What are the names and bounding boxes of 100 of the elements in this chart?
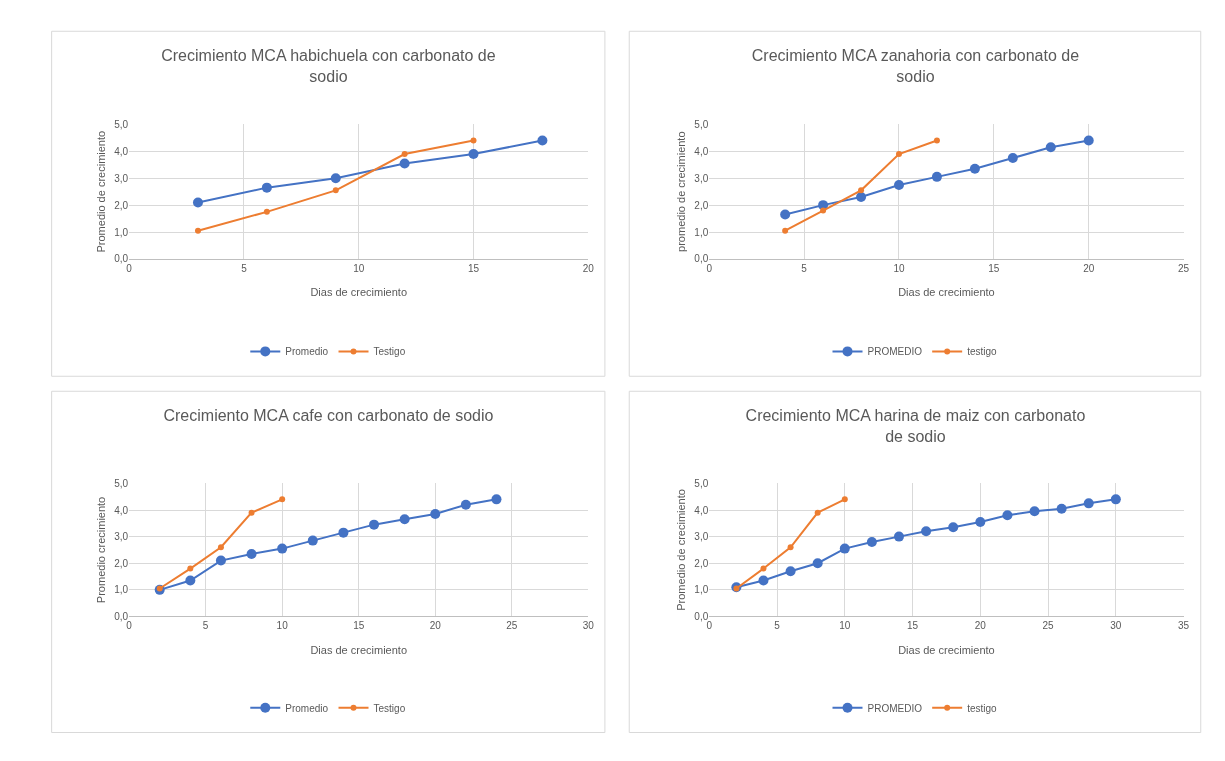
y-tick-label: 4,0 <box>114 145 129 157</box>
x-tick-label: 25 <box>1042 620 1055 632</box>
legend-label: testigo <box>967 346 998 358</box>
y-tick-label: 2,0 <box>114 199 129 211</box>
point <box>785 566 796 577</box>
point <box>856 192 867 203</box>
point <box>185 575 196 586</box>
point <box>215 555 226 566</box>
point <box>460 499 471 510</box>
x-tick-label: 0 <box>126 262 133 274</box>
y-tick-label: 0,0 <box>694 253 709 265</box>
y-axis-title: Promedio de crecimiento <box>94 130 107 253</box>
point <box>279 496 286 503</box>
y-axis-title: promedio de crecimiento <box>675 131 687 252</box>
chart-title: Crecimiento MCA harina de maiz con carbonato de sodio <box>745 407 1086 445</box>
point <box>839 543 850 554</box>
legend-label: Testigo <box>373 346 406 358</box>
x-axis-title: Dias de crecimiento <box>898 643 995 656</box>
point <box>758 575 769 586</box>
x-tick-label: 15 <box>988 262 1000 274</box>
point <box>933 137 940 144</box>
x-axis-title: Dias de crecimiento <box>898 286 995 299</box>
x-tick-label: 15 <box>467 262 480 274</box>
point <box>787 544 794 551</box>
point <box>192 197 203 208</box>
point <box>307 535 318 546</box>
point <box>931 171 942 182</box>
x-tick-label: 0 <box>706 262 713 274</box>
y-tick-label: 1,0 <box>114 226 129 238</box>
legend-label: Promedio <box>285 702 329 714</box>
x-tick-label: 25 <box>506 620 518 632</box>
x-tick-label: 5 <box>202 620 209 632</box>
point <box>263 208 270 215</box>
x-tick-label: 20 <box>429 620 442 632</box>
point <box>399 514 410 525</box>
legend-label: Promedio <box>285 346 329 358</box>
point <box>858 187 865 194</box>
y-tick-label: 3,0 <box>694 172 709 184</box>
y-axis-title: Promedio de crecimiento <box>675 489 687 611</box>
point <box>330 173 341 184</box>
point <box>369 519 380 530</box>
legend-label: testigo <box>967 702 998 714</box>
x-tick-label: 15 <box>906 620 919 632</box>
x-tick-label: 10 <box>839 620 851 632</box>
y-tick-label: 5,0 <box>114 477 129 489</box>
point <box>246 548 257 559</box>
x-tick-label: 10 <box>276 620 289 632</box>
x-tick-label: 20 <box>582 262 595 274</box>
point <box>1045 142 1056 153</box>
x-tick-label: 5 <box>801 262 808 274</box>
x-tick-label: 25 <box>1178 262 1190 274</box>
y-tick-label: 1,0 <box>694 584 709 596</box>
point <box>470 137 477 144</box>
point <box>760 565 767 572</box>
y-tick-label: 0,0 <box>114 610 129 622</box>
y-axis-title: Promedio crecimiento <box>94 496 107 604</box>
point <box>814 509 821 516</box>
point <box>187 565 194 572</box>
point <box>820 207 827 214</box>
point <box>430 509 441 519</box>
x-tick-label: 5 <box>241 262 248 274</box>
point <box>468 149 479 159</box>
point <box>896 151 902 157</box>
point <box>969 163 980 174</box>
point <box>921 526 932 537</box>
y-tick-label: 4,0 <box>694 145 709 157</box>
legend-label: PROMEDIO <box>867 346 923 358</box>
chart-title: Crecimiento MCA zanahoria con carbonato de sodio <box>751 47 1080 85</box>
point <box>248 509 255 516</box>
chart-title: Crecimiento MCA habichuela con carbonato de sodio <box>161 47 496 85</box>
y-tick-label: 3,0 <box>694 531 709 543</box>
x-tick-label: 20 <box>974 620 987 632</box>
point <box>1007 153 1018 164</box>
point <box>332 187 339 194</box>
legend-label: PROMEDIO <box>867 702 923 714</box>
y-tick-label: 4,0 <box>114 504 129 516</box>
point <box>782 227 789 234</box>
point <box>401 151 408 157</box>
point <box>338 527 349 538</box>
x-tick-label: 10 <box>893 262 905 274</box>
x-tick-label: 30 <box>582 620 595 632</box>
y-tick-label: 0,0 <box>114 253 129 265</box>
point <box>194 227 201 234</box>
point <box>841 496 848 503</box>
point <box>866 536 877 547</box>
x-tick-label: 15 <box>353 620 365 632</box>
point <box>261 182 272 193</box>
y-tick-label: 2,0 <box>694 557 709 569</box>
x-tick-label: 35 <box>1178 620 1190 632</box>
chart-title: Crecimiento MCA cafe con carbonato de sodio <box>163 407 494 424</box>
point <box>537 135 548 146</box>
point <box>975 516 986 527</box>
x-axis-title: Dias de crecimiento <box>310 643 408 656</box>
point <box>948 522 959 533</box>
point <box>894 531 904 542</box>
point <box>1056 503 1067 514</box>
x-tick-label: 10 <box>353 262 365 274</box>
point <box>1110 494 1121 505</box>
point <box>1029 506 1040 517</box>
y-tick-label: 4,0 <box>694 504 709 516</box>
